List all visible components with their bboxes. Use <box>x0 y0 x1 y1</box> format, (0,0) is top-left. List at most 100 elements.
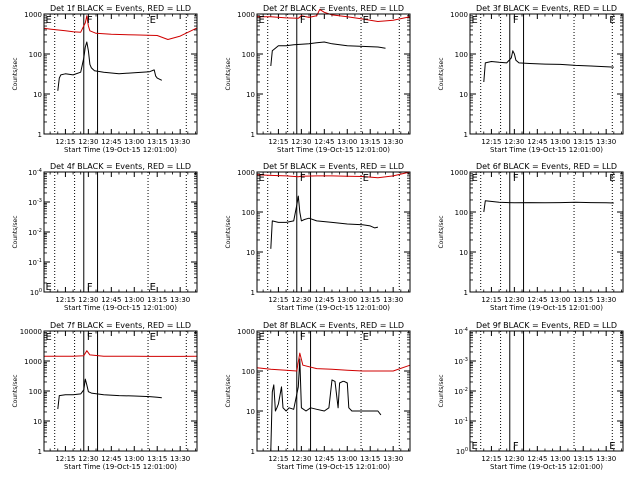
y-tick-label: 100 <box>29 388 42 396</box>
plot-frame <box>43 13 198 135</box>
lld-series-line <box>43 15 198 40</box>
panel-title: Det 5f BLACK = Events, RED = LLD <box>263 162 404 171</box>
y-tick-label: 1000 <box>24 358 42 366</box>
x-axis-label: Start Time (19-Oct-15 12:01:00) <box>64 304 177 312</box>
x-tick-label: 13:30 <box>383 296 403 304</box>
y-axis-label: Counts/sec <box>225 374 232 407</box>
x-tick-label: 12:30 <box>78 138 98 146</box>
plot-frame <box>43 330 198 452</box>
marker-letter: E <box>150 282 156 293</box>
marker-letter: E <box>259 332 265 343</box>
detector-panel: Det 6f BLACK = Events, RED = LLD 1 10 100 10… <box>438 162 624 312</box>
y-tick-label: 1 <box>251 131 255 139</box>
panel-title: Det 9f BLACK = Events, RED = LLD <box>476 321 617 330</box>
x-tick-label: 13:00 <box>337 138 357 146</box>
x-tick-label: 13:15 <box>360 296 380 304</box>
marker-letter: E <box>609 173 615 184</box>
marker-letter: E <box>46 332 52 343</box>
x-tick-label: 13:30 <box>383 138 403 146</box>
y-axis-label: Counts/sec <box>225 57 232 90</box>
x-tick-label: 12:15 <box>481 138 501 146</box>
x-axis-label: Start Time (19-Oct-15 12:01:00) <box>277 146 390 154</box>
marker-letter: F <box>513 15 519 26</box>
x-tick-label: 12:30 <box>291 138 311 146</box>
y-tick-label: 1000 <box>237 169 255 177</box>
marker-letter: F <box>300 173 306 184</box>
x-tick-label: 13:30 <box>170 138 190 146</box>
y-axis-label: Counts/sec <box>438 215 445 248</box>
x-axis-label: Start Time (19-Oct-15 12:01:00) <box>490 146 603 154</box>
y-tick-label: 10-4 <box>28 168 42 177</box>
y-tick-label: 10-1 <box>454 417 468 426</box>
y-tick-label: 1000 <box>450 11 468 19</box>
marker-letter: E <box>259 15 265 26</box>
lld-series-line <box>44 350 198 357</box>
y-tick-label: 1 <box>251 448 255 456</box>
x-tick-label: 13:00 <box>337 296 357 304</box>
panel-title: Det 8f BLACK = Events, RED = LLD <box>263 321 404 330</box>
x-tick-label: 13:15 <box>147 138 167 146</box>
y-tick-label: 1000 <box>450 169 468 177</box>
detector-panel: Det 9f BLACK = Events, RED = LLD 100 10-1 1… <box>438 321 624 471</box>
y-tick-label: 10 <box>33 418 42 426</box>
y-tick-label: 1 <box>464 131 468 139</box>
x-tick-label: 12:15 <box>268 138 288 146</box>
x-tick-label: 12:45 <box>314 296 334 304</box>
x-tick-label: 13:00 <box>337 455 357 463</box>
events-series-line <box>270 358 382 452</box>
x-tick-label: 13:15 <box>360 138 380 146</box>
marker-letter: E <box>363 173 369 184</box>
x-tick-label: 12:15 <box>55 296 75 304</box>
x-tick-label: 13:30 <box>596 138 616 146</box>
x-tick-label: 13:15 <box>573 455 593 463</box>
y-tick-label: 10-3 <box>454 357 468 366</box>
plot-frame <box>469 171 624 293</box>
x-tick-label: 13:30 <box>596 296 616 304</box>
marker-letter: E <box>150 15 156 26</box>
panel-title: Det 3f BLACK = Events, RED = LLD <box>476 4 617 13</box>
panel-title: Det 7f BLACK = Events, RED = LLD <box>50 321 191 330</box>
marker-letter: E <box>46 282 52 293</box>
x-tick-label: 12:30 <box>504 296 524 304</box>
y-tick-label: 100 <box>242 51 255 59</box>
marker-letter: E <box>363 332 369 343</box>
x-tick-label: 13:00 <box>550 138 570 146</box>
panel-title: Det 1f BLACK = Events, RED = LLD <box>50 4 191 13</box>
x-tick-label: 13:30 <box>596 455 616 463</box>
marker-letter: F <box>513 173 519 184</box>
y-tick-label: 10 <box>459 249 468 257</box>
x-axis-label: Start Time (19-Oct-15 12:01:00) <box>64 146 177 154</box>
plot-frame <box>469 13 624 135</box>
plot-frame <box>469 330 624 452</box>
x-tick-label: 12:15 <box>268 296 288 304</box>
x-tick-label: 13:15 <box>147 455 167 463</box>
y-tick-label: 10 <box>33 91 42 99</box>
y-tick-label: 10 <box>246 91 255 99</box>
detector-panel: Det 8f BLACK = Events, RED = LLD 1 10 100 10… <box>225 321 411 471</box>
marker-letter: E <box>609 15 615 26</box>
marker-letter: E <box>472 15 478 26</box>
panel-title: Det 4f BLACK = Events, RED = LLD <box>50 162 191 171</box>
x-tick-label: 12:15 <box>55 455 75 463</box>
x-tick-label: 12:45 <box>527 296 547 304</box>
x-tick-label: 12:45 <box>101 138 121 146</box>
detector-panel: Det 4f BLACK = Events, RED = LLD 100 10-1 1… <box>12 162 198 312</box>
marker-letter: F <box>513 441 519 452</box>
x-tick-label: 12:45 <box>527 138 547 146</box>
x-tick-label: 12:30 <box>291 455 311 463</box>
x-tick-label: 12:45 <box>314 138 334 146</box>
lld-series-line <box>256 352 411 372</box>
y-tick-label: 100 <box>242 209 255 217</box>
x-tick-label: 12:45 <box>314 455 334 463</box>
x-tick-label: 13:00 <box>550 455 570 463</box>
plot-frame <box>256 330 411 452</box>
lld-series-line <box>257 8 411 22</box>
marker-letter: E <box>472 173 478 184</box>
panel-title: Det 6f BLACK = Events, RED = LLD <box>476 162 617 171</box>
y-tick-label: 10000 <box>20 328 42 336</box>
y-tick-label: 1 <box>38 131 42 139</box>
x-tick-label: 13:00 <box>550 296 570 304</box>
x-axis-label: Start Time (19-Oct-15 12:01:00) <box>277 463 390 471</box>
y-axis-label: Counts/sec <box>12 215 19 248</box>
